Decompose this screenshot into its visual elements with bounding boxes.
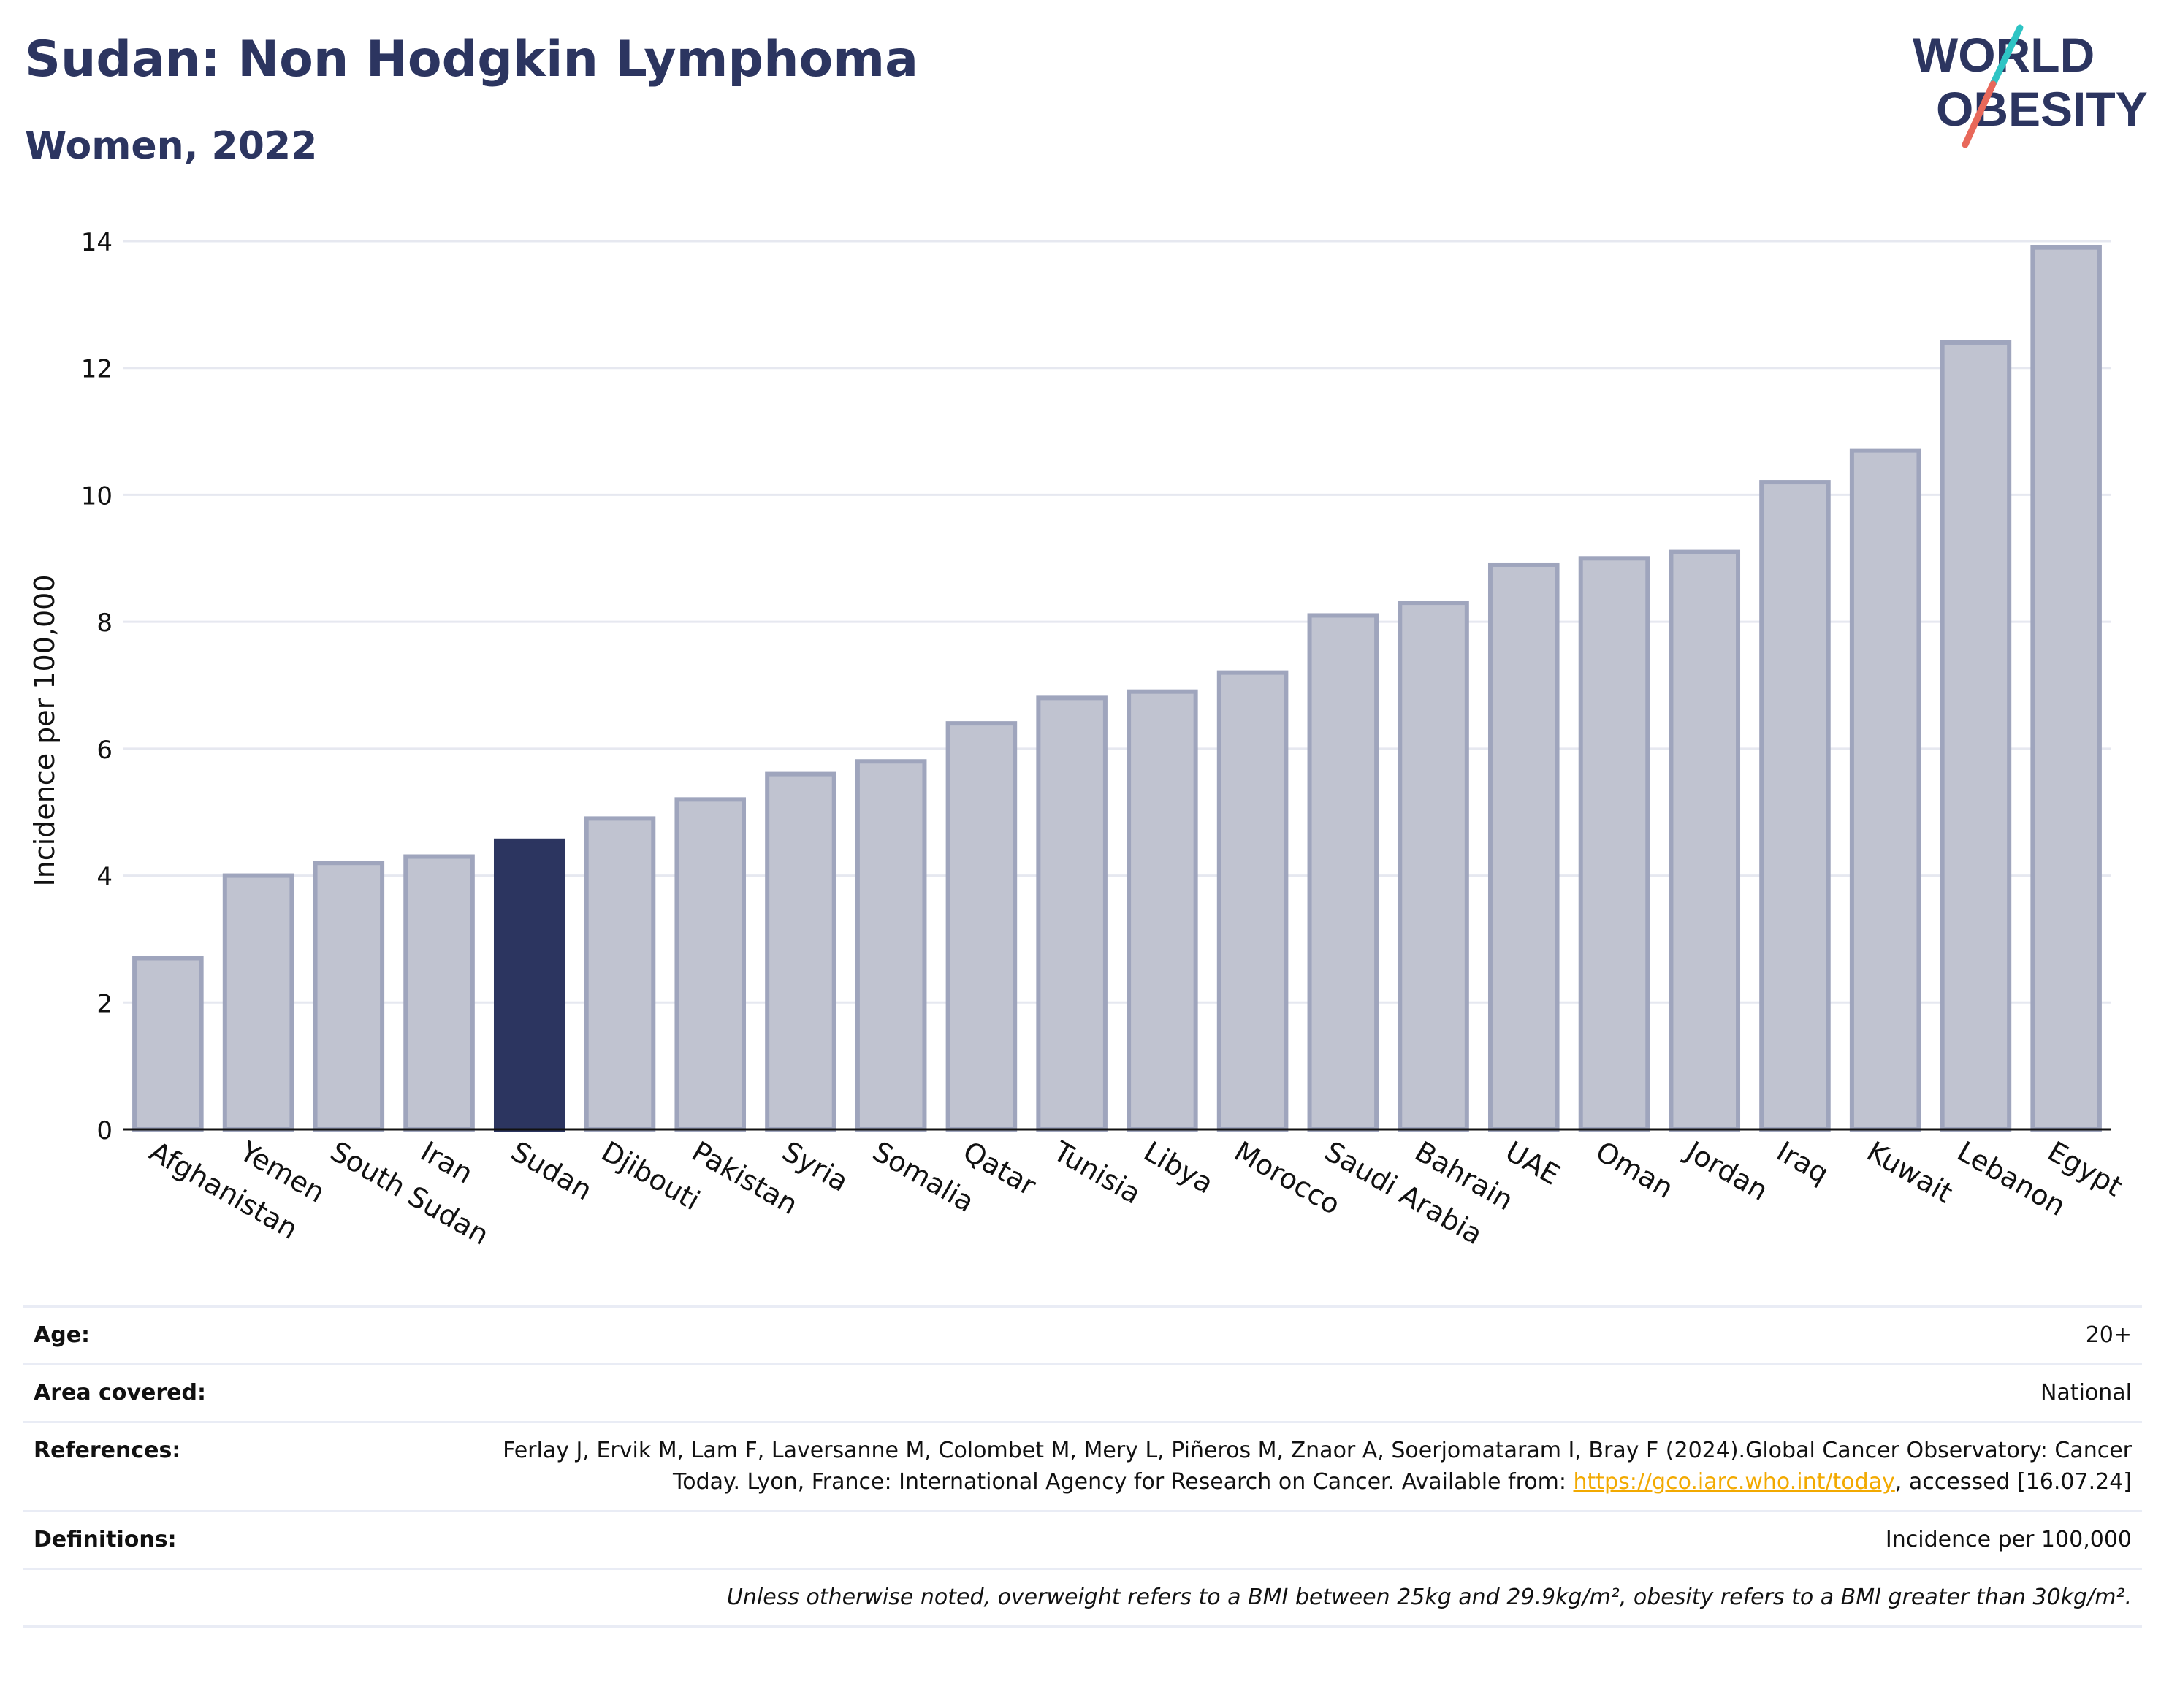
bar-syria bbox=[765, 771, 836, 1132]
reference-text: Ferlay J, Ervik M, Lam F, Laversanne M, … bbox=[503, 1438, 2132, 1495]
page-title: Sudan: Non Hodgkin Lymphoma bbox=[25, 31, 918, 88]
bar-jordan bbox=[1669, 549, 1741, 1132]
x-tick-label: Iraq bbox=[1771, 1135, 1834, 1190]
y-axis-label: Incidence per 100,000 bbox=[28, 574, 61, 886]
logo-slash-top bbox=[1989, 24, 2024, 88]
bar-afghanistan bbox=[132, 956, 204, 1132]
bar-south-sudan bbox=[313, 861, 385, 1132]
bar-egypt bbox=[2030, 245, 2102, 1132]
x-tick-label: Somalia bbox=[867, 1135, 980, 1219]
bar-tunisia bbox=[1036, 695, 1108, 1132]
info-value: 20+ bbox=[2085, 1322, 2132, 1348]
bar-uae bbox=[1487, 562, 1560, 1132]
info-key: Age: bbox=[34, 1322, 91, 1348]
info-key: Area covered: bbox=[34, 1380, 206, 1406]
logo-slash-bottom bbox=[1962, 80, 1997, 148]
bar-layer bbox=[132, 245, 2102, 1132]
x-tick-label: Djibouti bbox=[596, 1135, 706, 1217]
bar-lebanon bbox=[1940, 340, 2012, 1132]
bar-iran bbox=[403, 854, 475, 1132]
x-tick-label: South Sudan bbox=[325, 1135, 495, 1251]
world-obesity-logo: WORLD OBESITY bbox=[1913, 24, 2148, 148]
info-row-note: Unless otherwise noted, overweight refer… bbox=[23, 1568, 2142, 1628]
reference-accessed: , accessed [16.07.24] bbox=[1894, 1469, 2132, 1495]
y-tick-label: 0 bbox=[96, 1116, 113, 1145]
x-tick-label: Oman bbox=[1590, 1135, 1679, 1205]
page-subtitle: Women, 2022 bbox=[25, 124, 318, 168]
x-tick-label: Sudan bbox=[506, 1135, 598, 1207]
info-row-age: Age: 20+ bbox=[23, 1305, 2142, 1363]
info-key: Definitions: bbox=[34, 1527, 177, 1552]
y-tick-label: 10 bbox=[81, 481, 113, 511]
bar-sudan bbox=[493, 838, 565, 1132]
bar-bahrain bbox=[1398, 601, 1469, 1132]
x-tick-label: Libya bbox=[1138, 1135, 1219, 1200]
y-tick-label: 14 bbox=[81, 228, 113, 257]
info-key: References: bbox=[34, 1438, 181, 1463]
info-row-area: Area covered: National bbox=[23, 1363, 2142, 1421]
bar-pakistan bbox=[674, 797, 747, 1132]
x-tick-label: Jordan bbox=[1680, 1135, 1773, 1208]
y-tick-label: 6 bbox=[96, 736, 113, 765]
info-table: Age: 20+ Area covered: National Referenc… bbox=[23, 1305, 2142, 1628]
bar-somalia bbox=[855, 759, 927, 1132]
bar-oman bbox=[1578, 556, 1650, 1132]
y-tick-label: 12 bbox=[81, 355, 113, 384]
bar-iraq bbox=[1759, 480, 1831, 1132]
info-row-references: References: Ferlay J, Ervik M, Lam F, La… bbox=[23, 1421, 2142, 1510]
info-row-definitions: Definitions: Incidence per 100,000 bbox=[23, 1510, 2142, 1568]
bar-libya bbox=[1127, 689, 1198, 1132]
y-tick-label: 8 bbox=[96, 609, 113, 638]
bar-yemen bbox=[222, 873, 294, 1132]
bar-saudi-arabia bbox=[1307, 613, 1379, 1132]
x-tick-label: Tunisia bbox=[1048, 1135, 1146, 1211]
y-tick-label: 4 bbox=[96, 863, 113, 892]
info-value: National bbox=[2040, 1380, 2132, 1406]
info-value: Ferlay J, Ervik M, Lam F, Laversanne M, … bbox=[451, 1435, 2132, 1498]
bmi-note: Unless otherwise noted, overweight refer… bbox=[726, 1585, 2132, 1610]
bar-djibouti bbox=[584, 816, 656, 1132]
info-value: Incidence per 100,000 bbox=[1885, 1527, 2132, 1552]
x-tick-label: Kuwait bbox=[1861, 1135, 1958, 1210]
bar-morocco bbox=[1216, 670, 1289, 1132]
reference-link[interactable]: https://gco.iarc.who.int/today bbox=[1573, 1469, 1895, 1495]
bar-kuwait bbox=[1849, 448, 1921, 1132]
y-tick-label: 2 bbox=[96, 989, 113, 1018]
bar-qatar bbox=[945, 721, 1018, 1132]
x-tick-label: Iran bbox=[416, 1135, 479, 1190]
